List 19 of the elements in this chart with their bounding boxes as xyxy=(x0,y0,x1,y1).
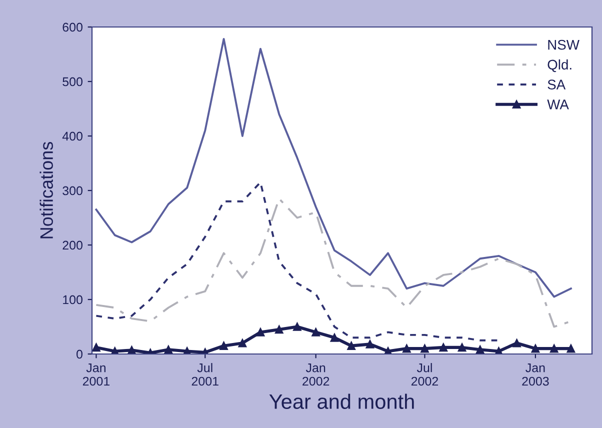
y-axis-title: Notifications xyxy=(40,142,53,238)
y-tick-label: 0 xyxy=(76,350,82,359)
x-tick-label: Jan 2002 xyxy=(302,363,330,386)
y-tick-label: 500 xyxy=(62,77,82,86)
x-tick-label: Jan 2001 xyxy=(82,363,110,386)
legend-label: Qld. xyxy=(548,59,572,72)
x-tick-label: Jul 2001 xyxy=(192,363,218,386)
x-tick-label: Jul 2002 xyxy=(411,363,438,386)
y-tick-label: 100 xyxy=(63,295,82,304)
legend-label: NSW xyxy=(548,40,580,50)
x-axis-title: Year and month xyxy=(269,394,414,409)
y-tick-label: 200 xyxy=(62,240,82,250)
legend-label: WA xyxy=(547,100,569,110)
x-tick-label: Jan 2003 xyxy=(522,363,549,386)
y-tick-label: 400 xyxy=(62,132,82,141)
line-series xyxy=(95,181,500,342)
legend-label: SA xyxy=(548,80,566,90)
y-tick-label: 600 xyxy=(62,22,82,32)
y-tick-label: 300 xyxy=(62,186,82,196)
